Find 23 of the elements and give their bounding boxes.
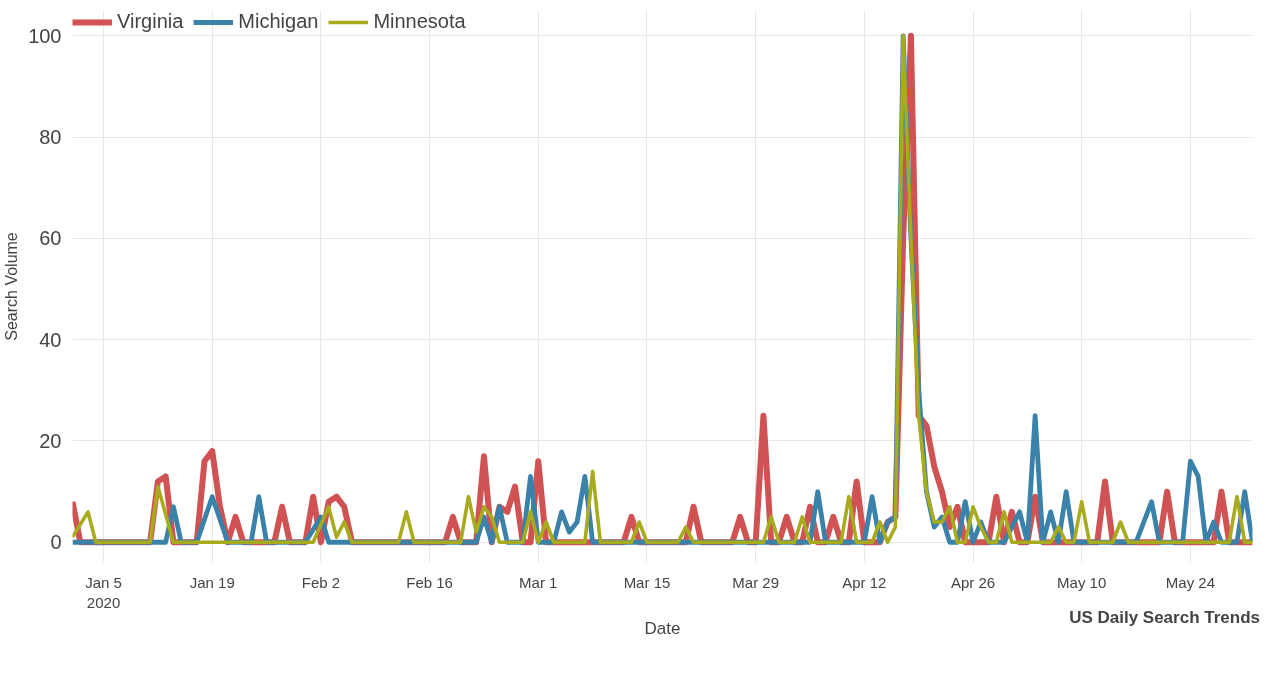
x-tick-label: Mar 29: [732, 573, 779, 591]
y-tick-label: 40: [39, 328, 62, 351]
text: US Daily Search Trends: [1069, 607, 1260, 629]
legend-label: Minnesota: [373, 10, 466, 33]
y-tick-label: 0: [50, 531, 62, 554]
x-tick-label: Jan 19: [189, 573, 235, 591]
y-tick-label: 80: [39, 126, 62, 149]
y-tick-label: 100: [28, 24, 62, 47]
x-tick-label: Jan 5 2020: [85, 573, 122, 611]
y-axis-title: Search Volume: [3, 232, 21, 341]
legend-label: Michigan: [238, 10, 319, 33]
y-tick-label: 60: [39, 227, 62, 250]
legend-label: Virginia: [117, 10, 184, 33]
y-tick-label: 20: [39, 429, 62, 452]
x-tick-label: Mar 1: [519, 573, 558, 591]
x-tick-label: May 24: [1165, 573, 1215, 591]
x-tick-label: Apr 12: [842, 573, 887, 591]
x-tick-label: Feb 16: [406, 573, 453, 591]
x-tick-label: May 10: [1057, 573, 1107, 591]
x-axis-title: Date: [644, 618, 681, 638]
x-tick-label: Feb 2: [301, 573, 341, 591]
x-tick-label: Apr 26: [950, 573, 996, 591]
x-tick-label: Mar 15: [623, 573, 671, 591]
